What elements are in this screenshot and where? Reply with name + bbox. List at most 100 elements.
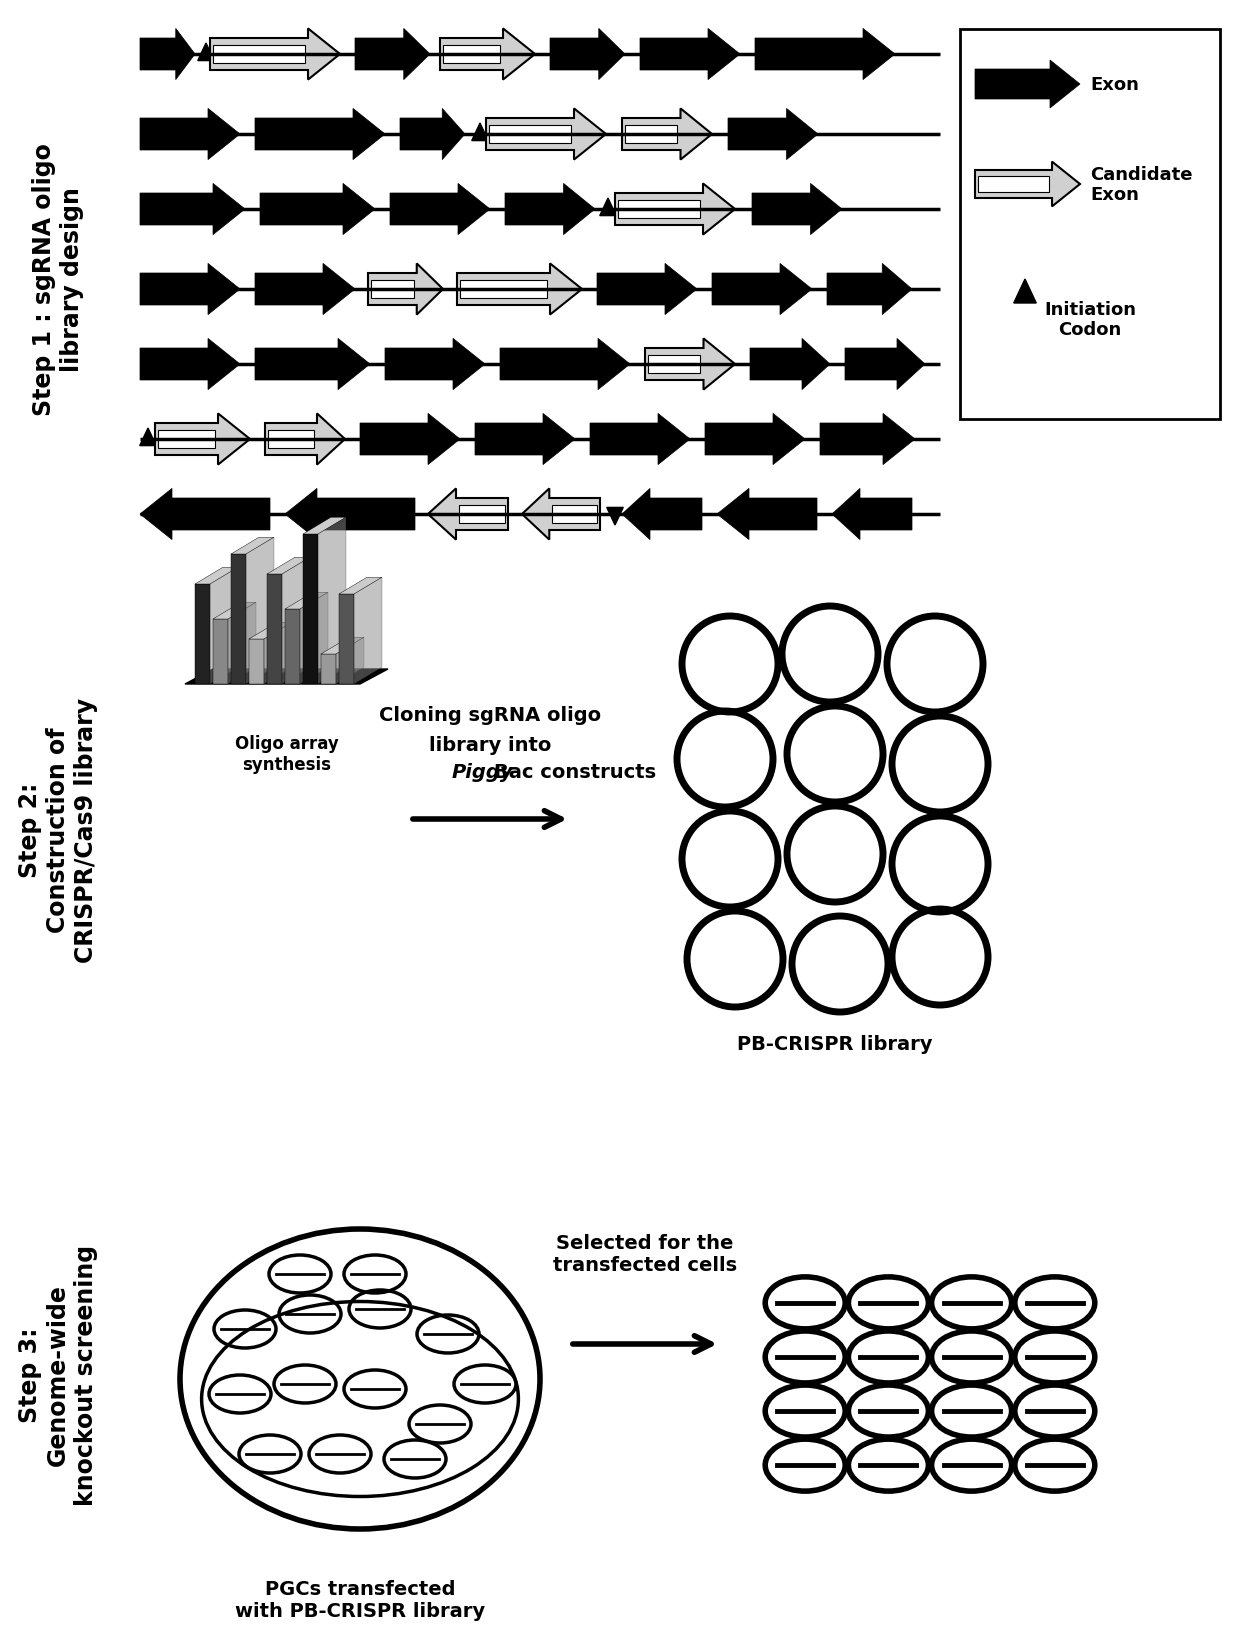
- Text: Piggy: Piggy: [453, 763, 513, 781]
- Polygon shape: [140, 185, 246, 236]
- Polygon shape: [285, 489, 415, 541]
- Bar: [157, 430, 215, 448]
- Polygon shape: [820, 414, 915, 465]
- Polygon shape: [213, 603, 255, 620]
- Polygon shape: [317, 517, 346, 684]
- Polygon shape: [265, 414, 345, 465]
- Bar: [978, 178, 1049, 193]
- Bar: [625, 127, 677, 143]
- Polygon shape: [712, 264, 812, 315]
- Polygon shape: [391, 185, 490, 236]
- Bar: [552, 506, 596, 524]
- Polygon shape: [255, 264, 355, 315]
- Polygon shape: [355, 30, 430, 81]
- Text: Oligo array
synthesis: Oligo array synthesis: [234, 735, 339, 773]
- Text: Initiation
Codon: Initiation Codon: [1044, 300, 1136, 339]
- Polygon shape: [471, 124, 489, 142]
- Bar: [489, 127, 570, 143]
- Polygon shape: [615, 185, 735, 236]
- Polygon shape: [505, 185, 595, 236]
- Bar: [213, 46, 305, 64]
- Polygon shape: [140, 339, 241, 391]
- Polygon shape: [1014, 280, 1037, 303]
- Bar: [618, 201, 701, 219]
- Text: library into: library into: [429, 735, 552, 755]
- Bar: [649, 356, 701, 374]
- Polygon shape: [728, 109, 818, 160]
- Bar: [195, 585, 210, 684]
- Polygon shape: [285, 593, 329, 610]
- Bar: [371, 282, 414, 298]
- Polygon shape: [975, 61, 1080, 109]
- Polygon shape: [140, 30, 195, 81]
- Polygon shape: [600, 199, 616, 216]
- Text: Step 1 : sgRNA oligo
library design: Step 1 : sgRNA oligo library design: [32, 143, 84, 417]
- Polygon shape: [249, 623, 291, 639]
- Polygon shape: [640, 30, 740, 81]
- Polygon shape: [353, 578, 382, 684]
- Polygon shape: [440, 30, 534, 81]
- Bar: [339, 595, 353, 684]
- Polygon shape: [197, 44, 215, 61]
- Polygon shape: [751, 185, 842, 236]
- Bar: [249, 639, 264, 684]
- Polygon shape: [428, 489, 508, 541]
- Text: PB-CRISPR library: PB-CRISPR library: [738, 1035, 932, 1053]
- Bar: [268, 430, 314, 448]
- Text: Cloning sgRNA oligo: Cloning sgRNA oligo: [379, 705, 601, 725]
- Polygon shape: [300, 593, 329, 684]
- Polygon shape: [606, 508, 624, 526]
- Text: Selected for the
transfected cells: Selected for the transfected cells: [553, 1233, 737, 1274]
- Bar: [321, 654, 336, 684]
- Polygon shape: [140, 428, 156, 447]
- Polygon shape: [717, 489, 817, 541]
- Polygon shape: [368, 264, 443, 315]
- Polygon shape: [551, 30, 625, 81]
- Polygon shape: [140, 489, 270, 541]
- Polygon shape: [140, 109, 241, 160]
- Polygon shape: [500, 339, 630, 391]
- Polygon shape: [975, 163, 1080, 208]
- Polygon shape: [260, 185, 374, 236]
- Bar: [213, 620, 228, 684]
- Polygon shape: [832, 489, 911, 541]
- Polygon shape: [210, 30, 340, 81]
- Polygon shape: [155, 414, 250, 465]
- Polygon shape: [255, 109, 384, 160]
- Text: Step 2:
Construction of
CRISPR/Cas9 library: Step 2: Construction of CRISPR/Cas9 libr…: [19, 697, 98, 962]
- Polygon shape: [336, 638, 365, 684]
- Polygon shape: [339, 578, 382, 595]
- Polygon shape: [140, 264, 241, 315]
- Text: Exon: Exon: [1090, 76, 1138, 94]
- Polygon shape: [522, 489, 600, 541]
- Text: Candidate
Exon: Candidate Exon: [1090, 165, 1193, 204]
- Polygon shape: [231, 537, 274, 555]
- Polygon shape: [264, 623, 291, 684]
- Polygon shape: [622, 109, 712, 160]
- Bar: [285, 610, 300, 684]
- Bar: [460, 282, 547, 298]
- Bar: [303, 534, 317, 684]
- Polygon shape: [281, 559, 310, 684]
- Polygon shape: [827, 264, 911, 315]
- Bar: [267, 575, 281, 684]
- Bar: [960, 30, 1220, 420]
- Text: PGCs transfected
with PB-CRISPR library: PGCs transfected with PB-CRISPR library: [234, 1579, 485, 1620]
- Polygon shape: [590, 414, 689, 465]
- Bar: [459, 506, 505, 524]
- Polygon shape: [475, 414, 575, 465]
- Polygon shape: [267, 559, 310, 575]
- Text: Bac constructs: Bac constructs: [494, 763, 656, 781]
- Polygon shape: [228, 603, 255, 684]
- Polygon shape: [321, 638, 365, 654]
- Polygon shape: [401, 109, 465, 160]
- Text: Step 3:
Genome-wide
knockout screening: Step 3: Genome-wide knockout screening: [19, 1244, 98, 1505]
- Polygon shape: [195, 569, 238, 585]
- Bar: [443, 46, 500, 64]
- Polygon shape: [384, 339, 485, 391]
- Polygon shape: [755, 30, 895, 81]
- Polygon shape: [645, 339, 735, 391]
- Polygon shape: [486, 109, 606, 160]
- Polygon shape: [750, 339, 830, 391]
- Polygon shape: [622, 489, 702, 541]
